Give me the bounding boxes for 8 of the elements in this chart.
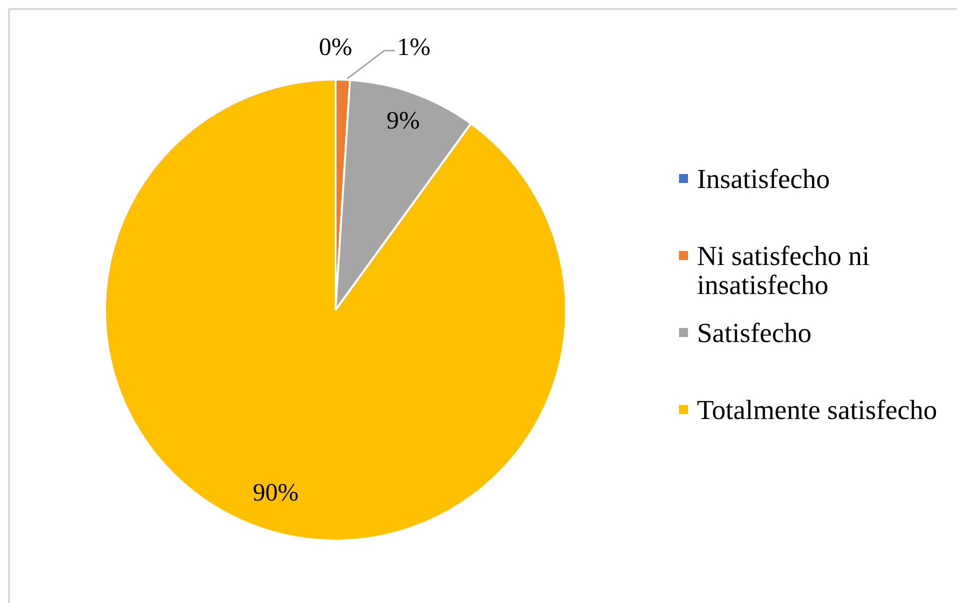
legend-label: Totalmente satisfecho bbox=[697, 394, 938, 425]
legend-label: Ni satisfecho ni insatisfecho bbox=[697, 240, 871, 300]
data-label: 1% bbox=[397, 34, 430, 62]
data-label: 90% bbox=[252, 480, 299, 507]
legend-label: Satisfecho bbox=[697, 317, 813, 348]
text: 0% bbox=[318, 34, 352, 62]
data-label: 9% bbox=[386, 108, 420, 135]
legend-label: Insatisfecho bbox=[697, 163, 831, 194]
